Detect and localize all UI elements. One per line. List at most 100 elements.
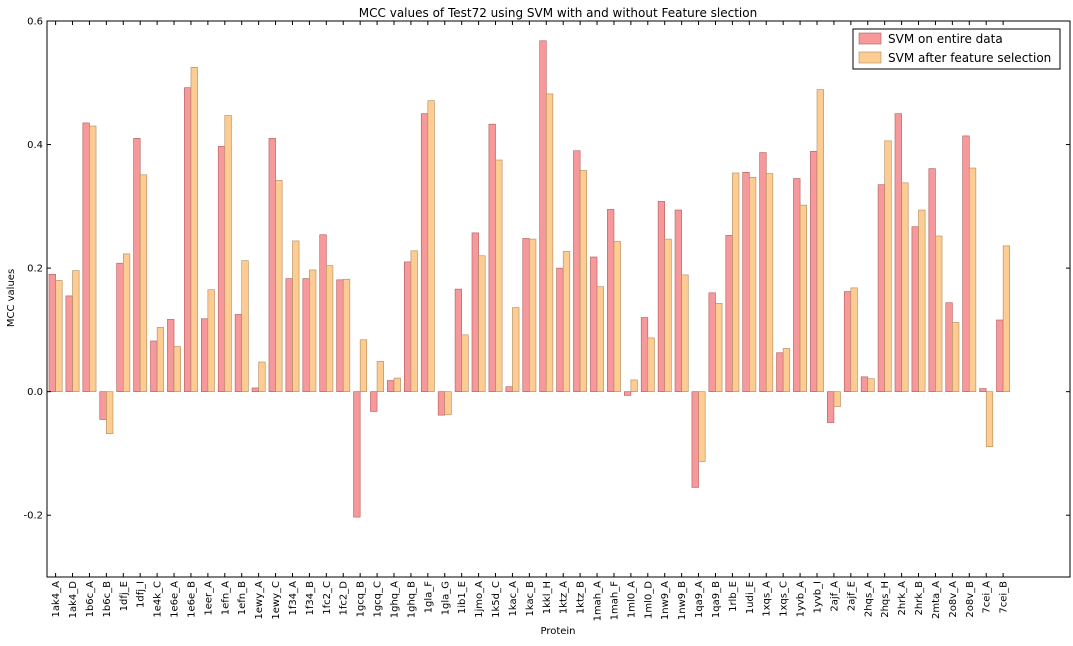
bar-entire-data-1nw9_A — [657, 201, 666, 392]
bar-feature-selection-2ajf_A — [833, 391, 841, 407]
bar-entire-data-2ajf_E — [843, 291, 852, 392]
x-tick-label: 1ewy_A — [254, 581, 265, 620]
x-tick-label: 1qa9_B — [711, 581, 722, 618]
legend: SVM on entire data SVM after feature sele… — [852, 28, 1061, 70]
bar-entire-data-1jmo_A — [471, 232, 479, 392]
x-tick-label: 1k5d_C — [491, 581, 502, 618]
x-tick-label: 1kkl_H — [542, 581, 553, 614]
x-tick-label: 1ib1_E — [457, 581, 468, 614]
bar-feature-selection-1dfj_E — [122, 253, 131, 392]
x-tick-label: 1fc2_D — [339, 581, 350, 616]
x-tick-label: 1ml0_A — [626, 581, 637, 618]
bar-entire-data-2ajf_A — [827, 391, 835, 423]
bar-entire-data-1gla_G — [437, 391, 446, 416]
x-tick-label: 1udi_E — [745, 581, 756, 614]
x-tick-label: 1xqs_A — [762, 581, 773, 617]
x-tick-label: 1e6e_A — [170, 581, 181, 618]
x-tick-label: 1b6c_B — [102, 581, 113, 618]
x-tick-label: 2hqs_H — [880, 581, 891, 618]
y-tick-label: 0.0 — [27, 387, 43, 398]
x-tick-label: 1fc2_C — [322, 581, 333, 615]
bar-entire-data-1efn_A — [217, 146, 226, 392]
bar-entire-data-1ml0_A — [623, 391, 632, 396]
bar-entire-data-1ktz_B — [573, 150, 581, 392]
x-tick-label: 1e4k_C — [153, 581, 164, 618]
bar-feature-selection-1efn_A — [224, 115, 232, 392]
x-tick-label: 1nw9_B — [677, 581, 688, 620]
x-tick-label: 1yvb_A — [796, 581, 807, 618]
bar-feature-selection-1qa9_B — [715, 303, 723, 392]
bar-entire-data-1k5d_C — [488, 123, 496, 392]
y-tick-label: 0.2 — [27, 264, 43, 275]
bar-entire-data-1e6e_B — [184, 87, 192, 392]
x-tick-label: 1xqs_C — [779, 581, 790, 617]
bar-feature-selection-7cei_A — [985, 391, 994, 447]
x-tick-label: 1e6e_B — [186, 581, 197, 618]
x-tick-label: 2mta_A — [931, 581, 942, 619]
bar-entire-data-1ml0_D — [640, 317, 649, 392]
bar-feature-selection-1ghq_A — [393, 377, 401, 392]
x-tick-label: 1ktz_B — [576, 581, 587, 614]
legend-box — [852, 28, 1061, 70]
legend-label: SVM after feature selection — [888, 51, 1051, 65]
y-tick-label: 0.6 — [27, 17, 43, 28]
bar-feature-selection-2o8v_B — [968, 167, 977, 392]
bar-entire-data-1kac_A — [505, 386, 513, 392]
bar-feature-selection-1b6c_B — [106, 391, 114, 434]
bar-feature-selection-1ak4_A — [55, 280, 63, 392]
bar-feature-selection-1ib1_E — [461, 334, 469, 392]
bar-entire-data-1ghq_A — [387, 380, 395, 392]
bar-feature-selection-1b6c_A — [89, 125, 97, 392]
bar-entire-data-2hrk_A — [894, 113, 902, 392]
bar-feature-selection-1udi_E — [749, 177, 757, 392]
x-tick-label: 1nw9_A — [660, 581, 671, 620]
x-tick-label: 1kac_B — [525, 581, 536, 617]
x-tick-label: 1ml0_D — [643, 581, 654, 619]
bar-entire-data-1qa9_A — [691, 391, 699, 488]
x-tick-label: 2ajf_E — [846, 581, 857, 611]
x-tick-label: 2hrk_B — [914, 581, 925, 616]
bar-entire-data-1qa9_B — [708, 292, 716, 392]
legend-swatch — [858, 51, 882, 64]
bar-feature-selection-2o8v_A — [952, 322, 960, 392]
bar-feature-selection-1xqs_A — [765, 173, 774, 392]
bar-entire-data-1udi_E — [742, 172, 750, 392]
x-tick-label: 1ak4_A — [51, 581, 62, 618]
bar-feature-selection-1kac_A — [512, 307, 520, 392]
x-tick-label: 1ewy_C — [271, 581, 282, 620]
bar-feature-selection-1gla_G — [444, 391, 452, 415]
bar-feature-selection-1eer_A — [207, 289, 215, 392]
bar-feature-selection-1ak4_D — [72, 270, 80, 392]
x-tick-label: 1ak4_D — [68, 581, 79, 619]
x-tick-label: 1mah_A — [593, 581, 604, 622]
x-tick-label: 1jmo_A — [474, 581, 485, 618]
bar-feature-selection-2hrk_B — [918, 209, 926, 392]
x-tick-label: 1efn_A — [220, 581, 231, 615]
bar-entire-data-1dfj_I — [133, 138, 141, 392]
bar-entire-data-1xqs_A — [759, 152, 767, 392]
bar-entire-data-1dfj_E — [116, 262, 124, 392]
bar-entire-data-1rlb_E — [725, 235, 733, 392]
x-tick-label: 2hqs_A — [863, 581, 874, 617]
y-tick-label: 0.4 — [27, 140, 43, 151]
x-axis-label: Protein — [540, 626, 575, 637]
x-tick-label: 1dfj_I — [136, 581, 147, 608]
bar-entire-data-1f34_A — [285, 278, 293, 392]
bar-feature-selection-2ajf_E — [850, 287, 858, 392]
bar-feature-selection-1rlb_E — [732, 172, 740, 392]
bar-feature-selection-1dfj_I — [139, 174, 148, 392]
x-tick-label: 2ajf_A — [829, 581, 840, 612]
bar-entire-data-1ak4_A — [48, 273, 56, 392]
bar-feature-selection-1kac_B — [529, 238, 537, 392]
bar-feature-selection-1yvb_I — [816, 89, 824, 392]
x-tick-label: 1dfj_E — [119, 581, 130, 611]
x-tick-label: 1qa9_A — [694, 581, 705, 618]
x-tick-label: 1mah_F — [609, 581, 620, 621]
bar-feature-selection-1fc2_D — [342, 278, 351, 392]
x-tick-label: 1kac_A — [508, 581, 519, 617]
bar-entire-data-2hrk_B — [911, 226, 919, 392]
bar-feature-selection-1qa9_A — [698, 391, 706, 462]
bar-entire-data-1e4k_C — [150, 340, 158, 392]
x-tick-label: 1gla_F — [423, 581, 434, 614]
